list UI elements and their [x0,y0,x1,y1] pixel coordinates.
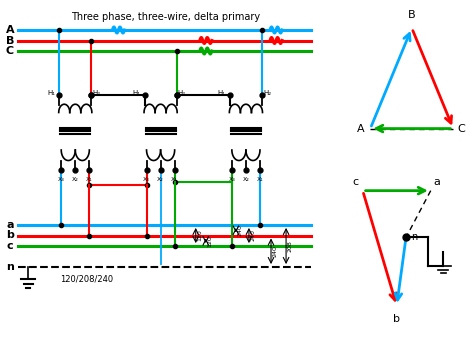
Text: X₁: X₁ [171,177,178,182]
Text: X₂: X₂ [243,177,249,182]
Text: Three phase, three-wire, delta primary: Three phase, three-wire, delta primary [71,12,260,22]
Text: c: c [352,177,358,187]
Text: 120/208/240: 120/208/240 [60,275,113,284]
Text: A: A [356,124,364,134]
Text: X₂: X₂ [157,177,164,182]
Text: X₁: X₁ [86,177,93,182]
Text: H₂: H₂ [178,90,186,96]
Text: a: a [6,220,14,230]
Text: b: b [6,230,14,240]
Text: 240: 240 [273,245,277,257]
Text: 208: 208 [288,240,292,252]
Text: X₂: X₂ [72,177,79,182]
Text: C: C [458,124,465,134]
Text: H₂: H₂ [263,90,271,96]
Text: 120: 120 [207,235,212,247]
Text: b: b [393,315,400,325]
Text: 240: 240 [237,224,242,236]
Text: c: c [7,241,13,251]
Text: X₁: X₁ [256,177,264,182]
Text: 120: 120 [197,230,202,241]
Text: H₁: H₁ [47,90,55,96]
Text: C: C [6,46,14,56]
Text: H₁: H₁ [218,90,226,96]
Text: a: a [433,177,440,187]
Text: B: B [408,10,416,20]
Text: A: A [6,25,14,35]
Text: B: B [6,36,14,46]
Text: H₁: H₁ [133,90,140,96]
Text: 240: 240 [250,229,255,241]
Text: X₃: X₃ [143,177,150,182]
Text: X₃: X₃ [228,177,235,182]
Text: X₃: X₃ [58,177,64,182]
Text: n: n [411,233,417,243]
Text: H₂: H₂ [92,90,100,96]
Text: n: n [6,262,14,272]
